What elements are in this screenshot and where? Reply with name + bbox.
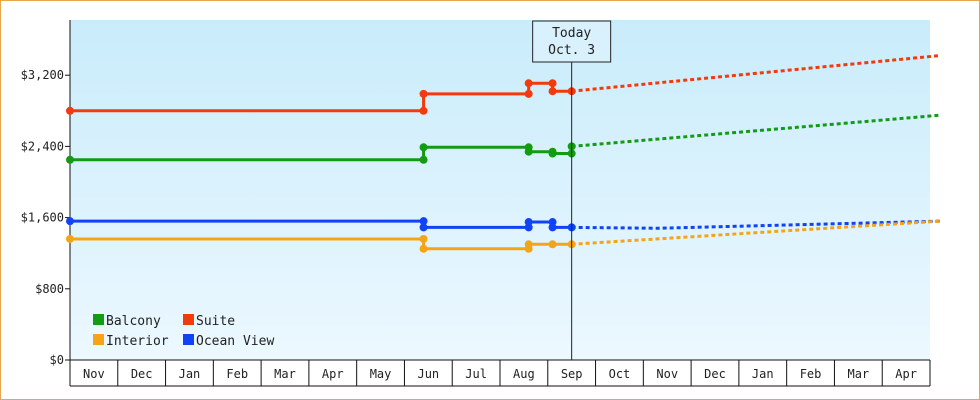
data-point — [419, 244, 428, 253]
x-tick-label: Feb — [800, 367, 822, 381]
series-forecast-line — [571, 54, 940, 93]
data-point — [548, 79, 557, 88]
y-tick-label: $800 — [35, 282, 64, 296]
legend-swatch — [183, 314, 194, 325]
data-point — [66, 155, 74, 164]
data-point — [419, 234, 428, 243]
x-tick-label: May — [370, 367, 392, 381]
x-tick-label: Dec — [704, 367, 726, 381]
x-tick-label: Dec — [131, 367, 153, 381]
x-tick-label: Mar — [274, 367, 296, 381]
series-layer — [66, 54, 940, 253]
legend: Balcony Suite Interior Ocean View — [93, 314, 274, 349]
legend-item-suite: Suite — [183, 314, 235, 329]
series-ocean-view — [66, 217, 940, 232]
data-point — [524, 218, 533, 227]
x-tick-label: Feb — [226, 367, 248, 381]
x-axis: Nov Dec Jan Feb Mar Apr May Jun Jul Aug Sep Oct Nov D… — [69, 359, 931, 387]
x-tick-label: Apr — [895, 367, 917, 381]
plot-area — [70, 20, 930, 360]
legend-label: Ocean View — [196, 334, 274, 349]
data-point — [419, 155, 428, 164]
data-point — [524, 147, 533, 156]
legend-label: Balcony — [106, 314, 161, 329]
data-point — [548, 87, 557, 96]
data-point — [524, 89, 533, 98]
legend-label: Interior — [106, 334, 169, 349]
x-tick-label: Jan — [179, 367, 201, 381]
y-tick-label: $1,600 — [21, 211, 64, 225]
legend-item-balcony: Balcony — [93, 314, 161, 329]
data-point — [548, 149, 557, 158]
legend-item-ocean-view: Ocean View — [183, 334, 274, 349]
y-tick-label: $2,400 — [21, 139, 64, 153]
x-tick-label: Apr — [322, 367, 344, 381]
data-point — [548, 240, 557, 249]
today-label: Today — [552, 26, 591, 41]
data-point — [66, 106, 74, 115]
x-tick-label: Mar — [847, 367, 869, 381]
x-tick-label: Aug — [513, 367, 535, 381]
series-forecast-line — [571, 219, 940, 246]
data-point — [524, 79, 533, 88]
data-point — [524, 240, 533, 249]
series-forecast-line — [571, 219, 940, 230]
today-box — [532, 20, 612, 63]
legend-swatch — [93, 334, 104, 345]
x-tick-label: Sep — [561, 367, 583, 381]
y-axis: $0 $800 $1,600 $2,400 $3,200 — [21, 20, 71, 367]
x-tick-label: Nov — [656, 367, 678, 381]
today-marker: Today Oct. 3 — [532, 20, 612, 360]
x-tick-label: Jun — [417, 367, 439, 381]
legend-label: Suite — [196, 314, 235, 329]
data-point — [66, 217, 74, 226]
data-point — [419, 89, 428, 98]
data-point — [419, 223, 428, 232]
data-point — [66, 234, 74, 243]
legend-item-interior: Interior — [93, 334, 169, 349]
legend-swatch — [93, 314, 104, 325]
x-tick-label: Oct — [609, 367, 631, 381]
y-tick-label: $0 — [50, 353, 64, 367]
today-date: Oct. 3 — [548, 43, 595, 58]
x-tick-label: Jul — [465, 367, 487, 381]
data-point — [548, 223, 557, 232]
data-point — [419, 106, 428, 115]
data-point — [419, 143, 428, 152]
data-point — [419, 217, 428, 226]
y-tick-label: $3,200 — [21, 68, 64, 82]
series-forecast-line — [571, 113, 940, 148]
x-tick-label: Nov — [83, 367, 105, 381]
series-interior — [66, 219, 940, 253]
legend-swatch — [183, 334, 194, 345]
x-tick-label: Jan — [752, 367, 774, 381]
